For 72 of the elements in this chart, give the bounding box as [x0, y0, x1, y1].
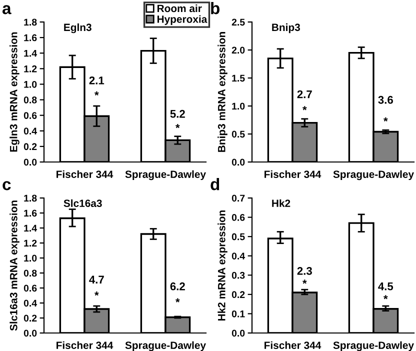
y-tick-label: 0.0 — [232, 158, 245, 166]
annotation: * — [384, 295, 388, 300]
annotation: * — [176, 124, 180, 128]
y-tick-label: 1.8 — [24, 18, 37, 26]
annotation: 4.5 — [378, 282, 394, 290]
legend-label: Hyperoxia — [157, 15, 208, 25]
y-tick-label: 0.8 — [24, 270, 37, 277]
x-tick-label: Sprague-Dawley — [125, 170, 206, 180]
y-tick-label: 1.0 — [232, 102, 245, 110]
y-tick-label: 0.2 — [232, 291, 245, 298]
y-axis-title: Bnip3 mRNA expression — [218, 32, 228, 152]
y-tick-label: 0.2 — [24, 314, 37, 322]
y-tick-label: 1.2 — [24, 240, 37, 247]
x-tick-label: Sprague-Dawley — [333, 341, 414, 351]
y-tick-label: 1.4 — [24, 50, 38, 57]
chart-subtitle: Egln3 — [64, 23, 92, 34]
chart-title: a — [2, 5, 12, 14]
annotation: * — [384, 117, 388, 122]
annotation: * — [302, 280, 307, 284]
y-tick-label: 0.0 — [24, 158, 37, 166]
y-tick-label: 2.0 — [232, 46, 245, 54]
y-tick-label: 1.2 — [24, 65, 37, 72]
annotation: * — [176, 298, 180, 302]
y-tick-label: 0.6 — [232, 214, 245, 221]
legend-label: Room air — [157, 4, 202, 12]
y-tick-label: 0.6 — [24, 112, 37, 119]
annotation: 2.7 — [297, 90, 312, 98]
chart-title: c — [2, 181, 11, 190]
y-tick-label: 0.2 — [24, 143, 37, 150]
y-tick-label: 0.4 — [232, 252, 246, 260]
annotation: 2.1 — [89, 76, 104, 84]
y-tick-label: 1.8 — [24, 194, 37, 202]
y-tick-label: 0.5 — [232, 233, 245, 240]
annotation: * — [302, 106, 307, 110]
y-tick-label: 0.5 — [232, 130, 245, 138]
chart-subtitle: Slc16a3 — [64, 199, 102, 208]
y-tick-label: 1.5 — [232, 74, 245, 82]
x-tick-label: Fischer 344 — [264, 170, 322, 178]
annotation: 5.2 — [170, 110, 185, 118]
annotation: 3.6 — [378, 96, 393, 104]
y-tick-label: 0.3 — [232, 272, 245, 279]
y-tick-label: 0.4 — [24, 128, 38, 135]
x-tick-label: Fischer 344 — [264, 341, 322, 349]
y-axis-title: Egln3 mRNA expression — [10, 32, 20, 152]
y-tick-label: 0.0 — [232, 330, 245, 337]
chart-title: d — [210, 178, 220, 190]
chart-subtitle: Hk2 — [272, 199, 290, 207]
x-tick-label: Sprague-Dawley — [125, 341, 206, 351]
y-tick-label: 0.4 — [24, 300, 38, 307]
y-tick-label: 1.4 — [24, 224, 38, 232]
y-tick-label: 1.0 — [24, 254, 37, 262]
x-tick-label: Fischer 344 — [56, 341, 114, 349]
chart-title: b — [211, 2, 220, 14]
y-tick-label: 1.6 — [24, 34, 37, 42]
annotation: 4.7 — [89, 276, 104, 284]
y-axis-title: Hk2 mRNA expression — [218, 210, 228, 320]
y-tick-label: 0.7 — [232, 194, 245, 202]
chart-subtitle: Bnip3 — [272, 23, 300, 34]
x-tick-label: Sprague-Dawley — [333, 170, 414, 180]
y-tick-label: 0.8 — [24, 96, 37, 104]
annotation: * — [94, 91, 99, 96]
y-tick-label: 1.6 — [24, 210, 37, 217]
annotation: * — [94, 292, 99, 296]
annotation: 6.2 — [170, 282, 185, 290]
y-tick-label: 0.6 — [24, 284, 37, 292]
annotation: 2.3 — [297, 267, 312, 275]
y-tick-label: 0.0 — [24, 330, 37, 337]
x-tick-label: Fischer 344 — [56, 170, 114, 178]
y-axis-title: Slc16a3 mRNA expression — [10, 200, 20, 331]
y-tick-label: 1.0 — [24, 80, 37, 88]
y-tick-label: 2.5 — [232, 18, 245, 26]
y-tick-label: 0.1 — [232, 310, 245, 318]
